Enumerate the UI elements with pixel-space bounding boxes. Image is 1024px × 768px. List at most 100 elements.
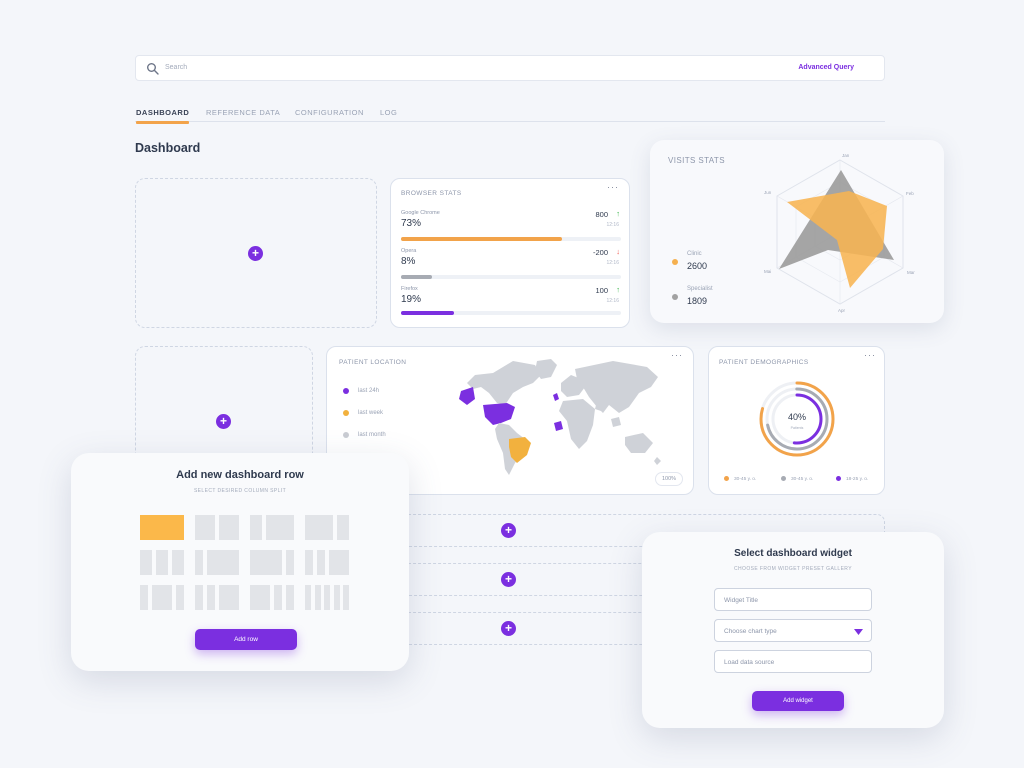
split-cell: [343, 585, 349, 610]
zoom-level[interactable]: 100%: [655, 472, 683, 486]
demographics-ring-chart: 40% Patients: [759, 381, 835, 457]
browser-name: Firefox: [401, 286, 418, 292]
progress-track: [401, 275, 621, 279]
search-bar[interactable]: Search Advanced Query: [135, 55, 885, 81]
more-icon[interactable]: ···: [607, 182, 619, 192]
browser-time: 12:16: [606, 260, 619, 266]
data-source-field[interactable]: Load data source: [714, 650, 872, 673]
modal-title: Add new dashboard row: [176, 469, 304, 481]
split-cell: [172, 550, 184, 575]
split-option-1[interactable]: [140, 515, 184, 540]
split-cell: [219, 585, 239, 610]
split-cell: [250, 515, 262, 540]
widget-title-placeholder: Widget Title: [724, 597, 758, 604]
tab-reference-data[interactable]: REFERENCE DATA: [206, 108, 281, 117]
more-icon[interactable]: ···: [671, 350, 683, 360]
more-icon[interactable]: ···: [864, 350, 876, 360]
modal-title: Select dashboard widget: [734, 548, 852, 559]
modal-subtitle: CHOOSE FROM WIDGET PRESET GALLERY: [734, 566, 852, 572]
map-region-alaska: [459, 387, 475, 405]
split-cell: [176, 585, 184, 610]
trend-up-icon: ↑: [616, 285, 620, 294]
advanced-query-link[interactable]: Advanced Query: [798, 64, 854, 71]
modal-subtitle: SELECT DESIRED COLUMN SPLIT: [193, 488, 287, 494]
split-cell: [250, 550, 282, 575]
tab-dashboard[interactable]: DASHBOARD: [136, 108, 190, 124]
trend-up-icon: ↑: [616, 209, 620, 218]
split-option-1-2[interactable]: [250, 515, 294, 540]
split-cell: [305, 515, 333, 540]
card-title: PATIENT LOCATION: [339, 359, 407, 366]
split-cell: [195, 550, 203, 575]
add-row-button[interactable]: Add row: [195, 629, 297, 650]
radar-series-clinic: [787, 191, 887, 288]
split-option-1-3[interactable]: [195, 550, 239, 575]
legend-label: 30-45 y. o.: [734, 477, 757, 482]
tab-configuration[interactable]: CONFIGURATION: [295, 108, 364, 117]
legend-label: 18-25 y. o.: [846, 477, 869, 482]
legend-dot: [672, 294, 678, 300]
progress-track: [401, 237, 621, 241]
patient-demographics-card: PATIENT DEMOGRAPHICS ··· 40% Patients 30…: [708, 346, 885, 495]
map-region-brazil: [509, 437, 531, 463]
legend-label: last week: [358, 410, 384, 416]
legend-dot: [343, 388, 349, 394]
column-split-grid: [140, 515, 351, 610]
radar-axis-label: Mai: [764, 269, 771, 274]
ring-series-purple: [771, 393, 823, 445]
widget-title-field[interactable]: Widget Title: [714, 588, 872, 611]
split-option-1-1-2[interactable]: [305, 550, 349, 575]
search-input[interactable]: Search: [165, 64, 188, 71]
ring-series-orange: [759, 381, 835, 457]
world-map: [459, 359, 661, 475]
split-option-3-1-1[interactable]: [250, 585, 294, 610]
radar-chart: Jan Feb Mar Apr Mai Jun: [764, 153, 915, 313]
radar-axis-label: Jun: [764, 190, 772, 195]
split-cell: [195, 515, 215, 540]
split-cell: [266, 515, 294, 540]
split-option-5[interactable]: [305, 585, 349, 610]
add-widget-button[interactable]: +: [248, 246, 263, 261]
split-option-1-1[interactable]: [195, 515, 239, 540]
legend-value: 2600: [687, 261, 708, 271]
split-cell: [274, 585, 282, 610]
browser-value: 100: [595, 286, 608, 295]
split-cell: [207, 585, 215, 610]
add-widget-button[interactable]: +: [216, 414, 231, 429]
empty-widget-slot[interactable]: [135, 178, 377, 328]
chart-type-select[interactable]: Choose chart type: [714, 619, 872, 642]
split-cell: [286, 585, 294, 610]
split-cell: [207, 550, 239, 575]
add-widget-button[interactable]: Add widget: [752, 691, 844, 711]
add-widget-button[interactable]: +: [501, 621, 516, 636]
ring-center-value: 40%: [788, 412, 806, 422]
browser-value: 800: [595, 210, 608, 219]
split-option-1-1-3[interactable]: [195, 585, 239, 610]
browser-percent: 73%: [401, 218, 422, 229]
split-option-2-1-1[interactable]: [140, 585, 184, 610]
trend-down-icon: ↓: [616, 247, 620, 256]
split-cell: [140, 550, 152, 575]
page-title: Dashboard: [135, 141, 201, 155]
browser-time: 12:16: [606, 222, 619, 228]
split-cell: [317, 550, 325, 575]
legend-dot: [781, 476, 786, 481]
split-cell: [324, 585, 330, 610]
card-title: PATIENT DEMOGRAPHICS: [719, 359, 809, 366]
legend-label: 30-45 y. o.: [791, 477, 814, 482]
browser-name: Opera: [401, 248, 417, 254]
chevron-down-icon: [854, 629, 863, 635]
tab-bar: DASHBOARD REFERENCE DATA CONFIGURATION L…: [135, 104, 885, 124]
ring-series-grey: [765, 387, 829, 451]
progress-track: [401, 311, 621, 315]
legend-dot: [343, 410, 349, 416]
map-region-usa: [483, 403, 515, 425]
split-cell: [140, 585, 148, 610]
split-option-3-1[interactable]: [250, 550, 294, 575]
split-option-1-1-1[interactable]: [140, 550, 184, 575]
split-cell: [152, 585, 172, 610]
add-widget-button[interactable]: +: [501, 523, 516, 538]
tab-log[interactable]: LOG: [380, 108, 398, 117]
split-option-2-1[interactable]: [305, 515, 349, 540]
add-widget-button[interactable]: +: [501, 572, 516, 587]
